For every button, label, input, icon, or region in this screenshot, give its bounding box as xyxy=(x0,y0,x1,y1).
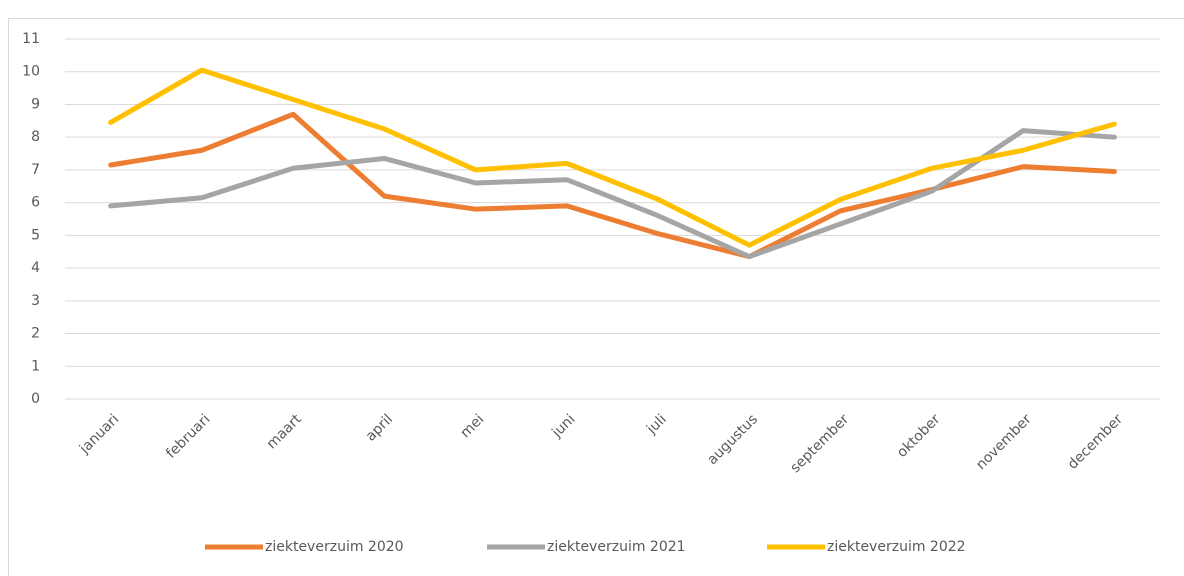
y-tick-label: 3 xyxy=(31,293,40,309)
y-tick-label: 9 xyxy=(31,96,40,112)
x-tick-label: augustus xyxy=(704,411,761,468)
x-tick-label: juli xyxy=(643,411,670,438)
x-tick-label: mei xyxy=(457,411,487,441)
x-tick-label: februari xyxy=(163,411,213,461)
legend-label: ziekteverzuim 2022 xyxy=(827,539,966,555)
y-tick-label: 4 xyxy=(31,260,40,276)
x-tick-label: oktober xyxy=(894,411,944,461)
series-line xyxy=(108,111,1117,260)
x-tick-label: juni xyxy=(548,411,578,441)
series-line xyxy=(108,128,1117,260)
y-tick-label: 7 xyxy=(31,162,40,178)
y-tick-label: 10 xyxy=(22,64,40,80)
series-line xyxy=(108,67,1117,248)
y-tick-label: 8 xyxy=(31,129,40,145)
x-tick-label: december xyxy=(1065,411,1126,472)
x-tick-label: april xyxy=(363,411,396,444)
x-tick-label: september xyxy=(787,411,852,476)
y-tick-label: 6 xyxy=(31,195,40,211)
y-tick-label: 0 xyxy=(31,391,40,407)
y-tick-label: 11 xyxy=(22,31,40,47)
legend-label: ziekteverzuim 2020 xyxy=(265,539,404,555)
y-tick-label: 5 xyxy=(31,227,40,243)
x-tick-label: januari xyxy=(76,411,122,457)
y-tick-label: 2 xyxy=(31,326,40,342)
y-tick-label: 1 xyxy=(31,358,40,374)
legend-label: ziekteverzuim 2021 xyxy=(547,539,686,555)
x-tick-label: november xyxy=(973,411,1035,473)
chart-frame xyxy=(8,18,1184,576)
x-tick-label: maart xyxy=(264,411,305,452)
